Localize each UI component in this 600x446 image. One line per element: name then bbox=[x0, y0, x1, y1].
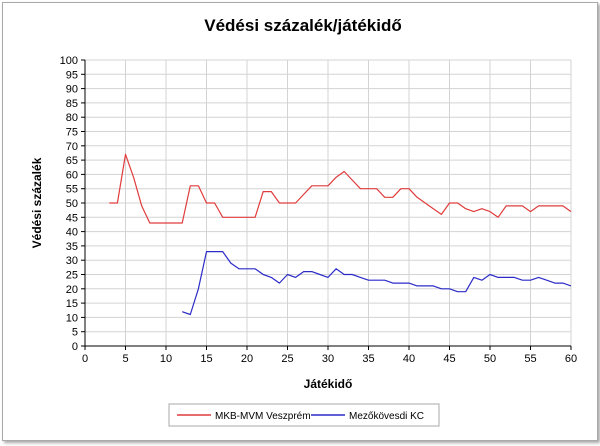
axes bbox=[84, 60, 571, 347]
x-tick-label: 25 bbox=[281, 353, 293, 365]
y-tick-label: 40 bbox=[66, 227, 78, 239]
legend: MKB-MVM Veszprém Mezőkövesdi KC bbox=[168, 403, 440, 427]
y-tick-label: 15 bbox=[66, 298, 78, 310]
x-tick-label: 0 bbox=[82, 353, 88, 365]
x-tick-label: 30 bbox=[322, 353, 334, 365]
y-tick-label: 95 bbox=[66, 69, 78, 81]
x-axis-title: Játékidő bbox=[304, 377, 353, 391]
y-tick-label: 75 bbox=[66, 127, 78, 139]
y-tick-label: 35 bbox=[66, 241, 78, 253]
y-tick-label: 20 bbox=[66, 284, 78, 296]
y-tick-label: 0 bbox=[72, 341, 78, 353]
x-tick-label: 10 bbox=[160, 353, 172, 365]
x-tick-label: 60 bbox=[565, 353, 577, 365]
x-tick-label: 45 bbox=[443, 353, 455, 365]
y-tick-label: 100 bbox=[60, 55, 78, 67]
chart-frame: Védési százalék/játékidő 0 5 10 15 20 25 30 35 4… bbox=[2, 2, 598, 441]
x-tick-label: 15 bbox=[200, 353, 212, 365]
x-tick-label: 50 bbox=[484, 353, 496, 365]
x-tick-label: 55 bbox=[524, 353, 536, 365]
y-tick-label: 85 bbox=[66, 98, 78, 110]
x-tick-label: 5 bbox=[122, 353, 128, 365]
y-tick-label: 55 bbox=[66, 184, 78, 196]
y-tick-label: 50 bbox=[66, 198, 78, 210]
legend-box bbox=[168, 403, 440, 427]
y-tick-label: 80 bbox=[66, 112, 78, 124]
series-line-2 bbox=[182, 251, 572, 316]
y-tick-label: 25 bbox=[66, 270, 78, 282]
y-gridlines bbox=[81, 59, 571, 347]
y-tick-label: 90 bbox=[66, 84, 78, 96]
y-tick-label: 10 bbox=[66, 312, 78, 324]
x-tick-label: 20 bbox=[241, 353, 253, 365]
y-tick-label: 70 bbox=[66, 141, 78, 153]
legend-label-1: MKB-MVM Veszprém bbox=[215, 411, 311, 422]
y-tick-label: 5 bbox=[72, 327, 78, 339]
y-tick-label: 30 bbox=[66, 255, 78, 267]
y-axis-title: Védési százalék bbox=[30, 157, 44, 248]
y-tick-label: 45 bbox=[66, 212, 78, 224]
x-tick-labels: 0 5 10 15 20 25 30 35 40 45 50 55 60 bbox=[82, 353, 577, 365]
series-line-1 bbox=[109, 153, 572, 224]
legend-label-2: Mezőkövesdi KC bbox=[349, 411, 424, 422]
chart-title: Védési százalék/játékidő bbox=[204, 16, 402, 35]
y-tick-label: 65 bbox=[66, 155, 78, 167]
y-tick-labels: 0 5 10 15 20 25 30 35 40 45 50 55 60 65 70 75 80 85 90 95 10… bbox=[60, 55, 78, 353]
y-tick-label: 60 bbox=[66, 169, 78, 181]
chart-svg: Védési százalék/játékidő 0 5 10 15 20 25 30 35 4… bbox=[30, 16, 577, 427]
x-tick-label: 40 bbox=[403, 353, 415, 365]
x-tick-label: 35 bbox=[362, 353, 374, 365]
series-lines bbox=[109, 153, 572, 316]
